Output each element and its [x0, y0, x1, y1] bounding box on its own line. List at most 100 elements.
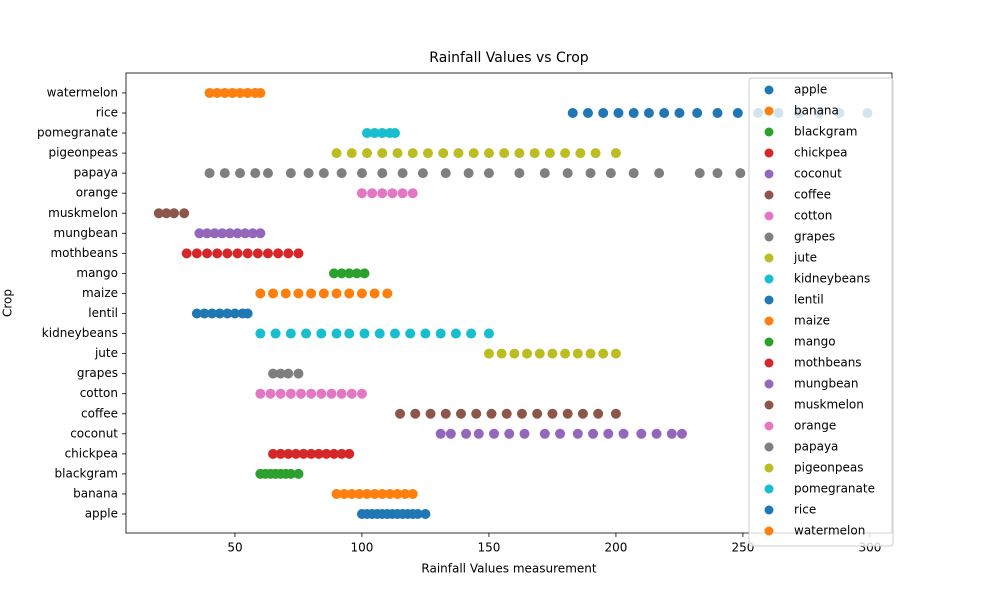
point: [504, 428, 515, 439]
point: [610, 408, 621, 419]
point: [369, 288, 380, 299]
point: [293, 468, 304, 479]
point: [214, 308, 225, 319]
legend-marker: [764, 127, 774, 137]
point: [283, 448, 294, 459]
point: [732, 108, 743, 118]
point: [295, 388, 306, 399]
point: [516, 408, 527, 419]
point: [590, 148, 601, 159]
point: [544, 148, 555, 159]
y-tick-label: kidneybeans: [42, 326, 118, 340]
point: [407, 148, 418, 159]
point: [468, 148, 479, 159]
point: [331, 328, 342, 339]
legend-marker: [764, 148, 774, 158]
point: [275, 368, 286, 379]
legend-marker: [764, 190, 774, 200]
point: [674, 108, 685, 118]
point: [560, 348, 571, 359]
y-tick-label: mungbean: [54, 226, 118, 240]
point: [369, 128, 380, 139]
point: [425, 408, 436, 419]
point: [316, 328, 327, 339]
point: [262, 168, 273, 179]
point: [547, 348, 558, 359]
point: [450, 328, 461, 339]
y-tick-label: blackgram: [55, 466, 118, 480]
point: [577, 408, 588, 419]
point: [336, 168, 347, 179]
point: [572, 348, 583, 359]
legend-marker: [764, 85, 774, 95]
point: [519, 428, 530, 439]
point: [179, 208, 190, 219]
point: [275, 448, 286, 459]
point: [395, 408, 406, 419]
point: [735, 168, 746, 179]
point: [694, 168, 705, 179]
point: [331, 148, 342, 159]
point: [255, 288, 266, 299]
y-tick-label: pomegranate: [37, 126, 118, 140]
legend-marker: [764, 400, 774, 410]
chart-title: Rainfall Values vs Crop: [429, 50, 589, 66]
legend-marker: [764, 253, 774, 263]
point: [229, 308, 240, 319]
point: [285, 168, 296, 179]
point: [582, 108, 593, 118]
point: [344, 268, 355, 279]
point: [534, 348, 545, 359]
point: [293, 368, 304, 379]
point: [354, 488, 365, 499]
y-tick-label: coffee: [81, 406, 118, 420]
point: [283, 248, 294, 259]
point: [367, 188, 378, 199]
point: [346, 148, 357, 159]
legend-label: coffee: [794, 188, 831, 202]
legend-marker: [764, 463, 774, 473]
point: [453, 148, 464, 159]
point: [250, 168, 261, 179]
point: [273, 248, 284, 259]
point: [560, 148, 571, 159]
legend-label: rice: [794, 503, 816, 517]
point: [588, 428, 599, 439]
point: [435, 328, 446, 339]
point: [298, 448, 309, 459]
y-tick-label: grapes: [77, 366, 118, 380]
y-tick-label: watermelon: [47, 85, 118, 99]
point: [562, 168, 573, 179]
point: [397, 188, 408, 199]
point: [344, 328, 355, 339]
legend-marker: [764, 274, 774, 284]
point: [572, 428, 583, 439]
point: [438, 148, 449, 159]
legend-label: grapes: [794, 230, 835, 244]
point: [654, 168, 665, 179]
legend-label: pigeonpeas: [794, 461, 864, 475]
plot-area: 50 100 150 200 250 300applebananablackgramchi…: [37, 72, 893, 555]
point: [585, 348, 596, 359]
point: [522, 348, 533, 359]
point: [532, 408, 543, 419]
point: [603, 428, 614, 439]
point: [463, 168, 474, 179]
point: [359, 328, 370, 339]
point: [585, 168, 596, 179]
legend-label: banana: [794, 104, 839, 118]
y-tick-label: cotton: [80, 386, 118, 400]
legend-marker: [764, 358, 774, 368]
point: [321, 448, 332, 459]
legend-marker: [764, 442, 774, 452]
x-tick-label: 100: [350, 541, 373, 555]
point: [628, 168, 639, 179]
point: [440, 408, 451, 419]
point: [153, 208, 164, 219]
y-tick-label: papaya: [74, 166, 118, 180]
point: [384, 488, 395, 499]
point: [169, 208, 180, 219]
point: [643, 108, 654, 118]
point: [539, 428, 550, 439]
y-tick-label: mango: [76, 266, 118, 280]
